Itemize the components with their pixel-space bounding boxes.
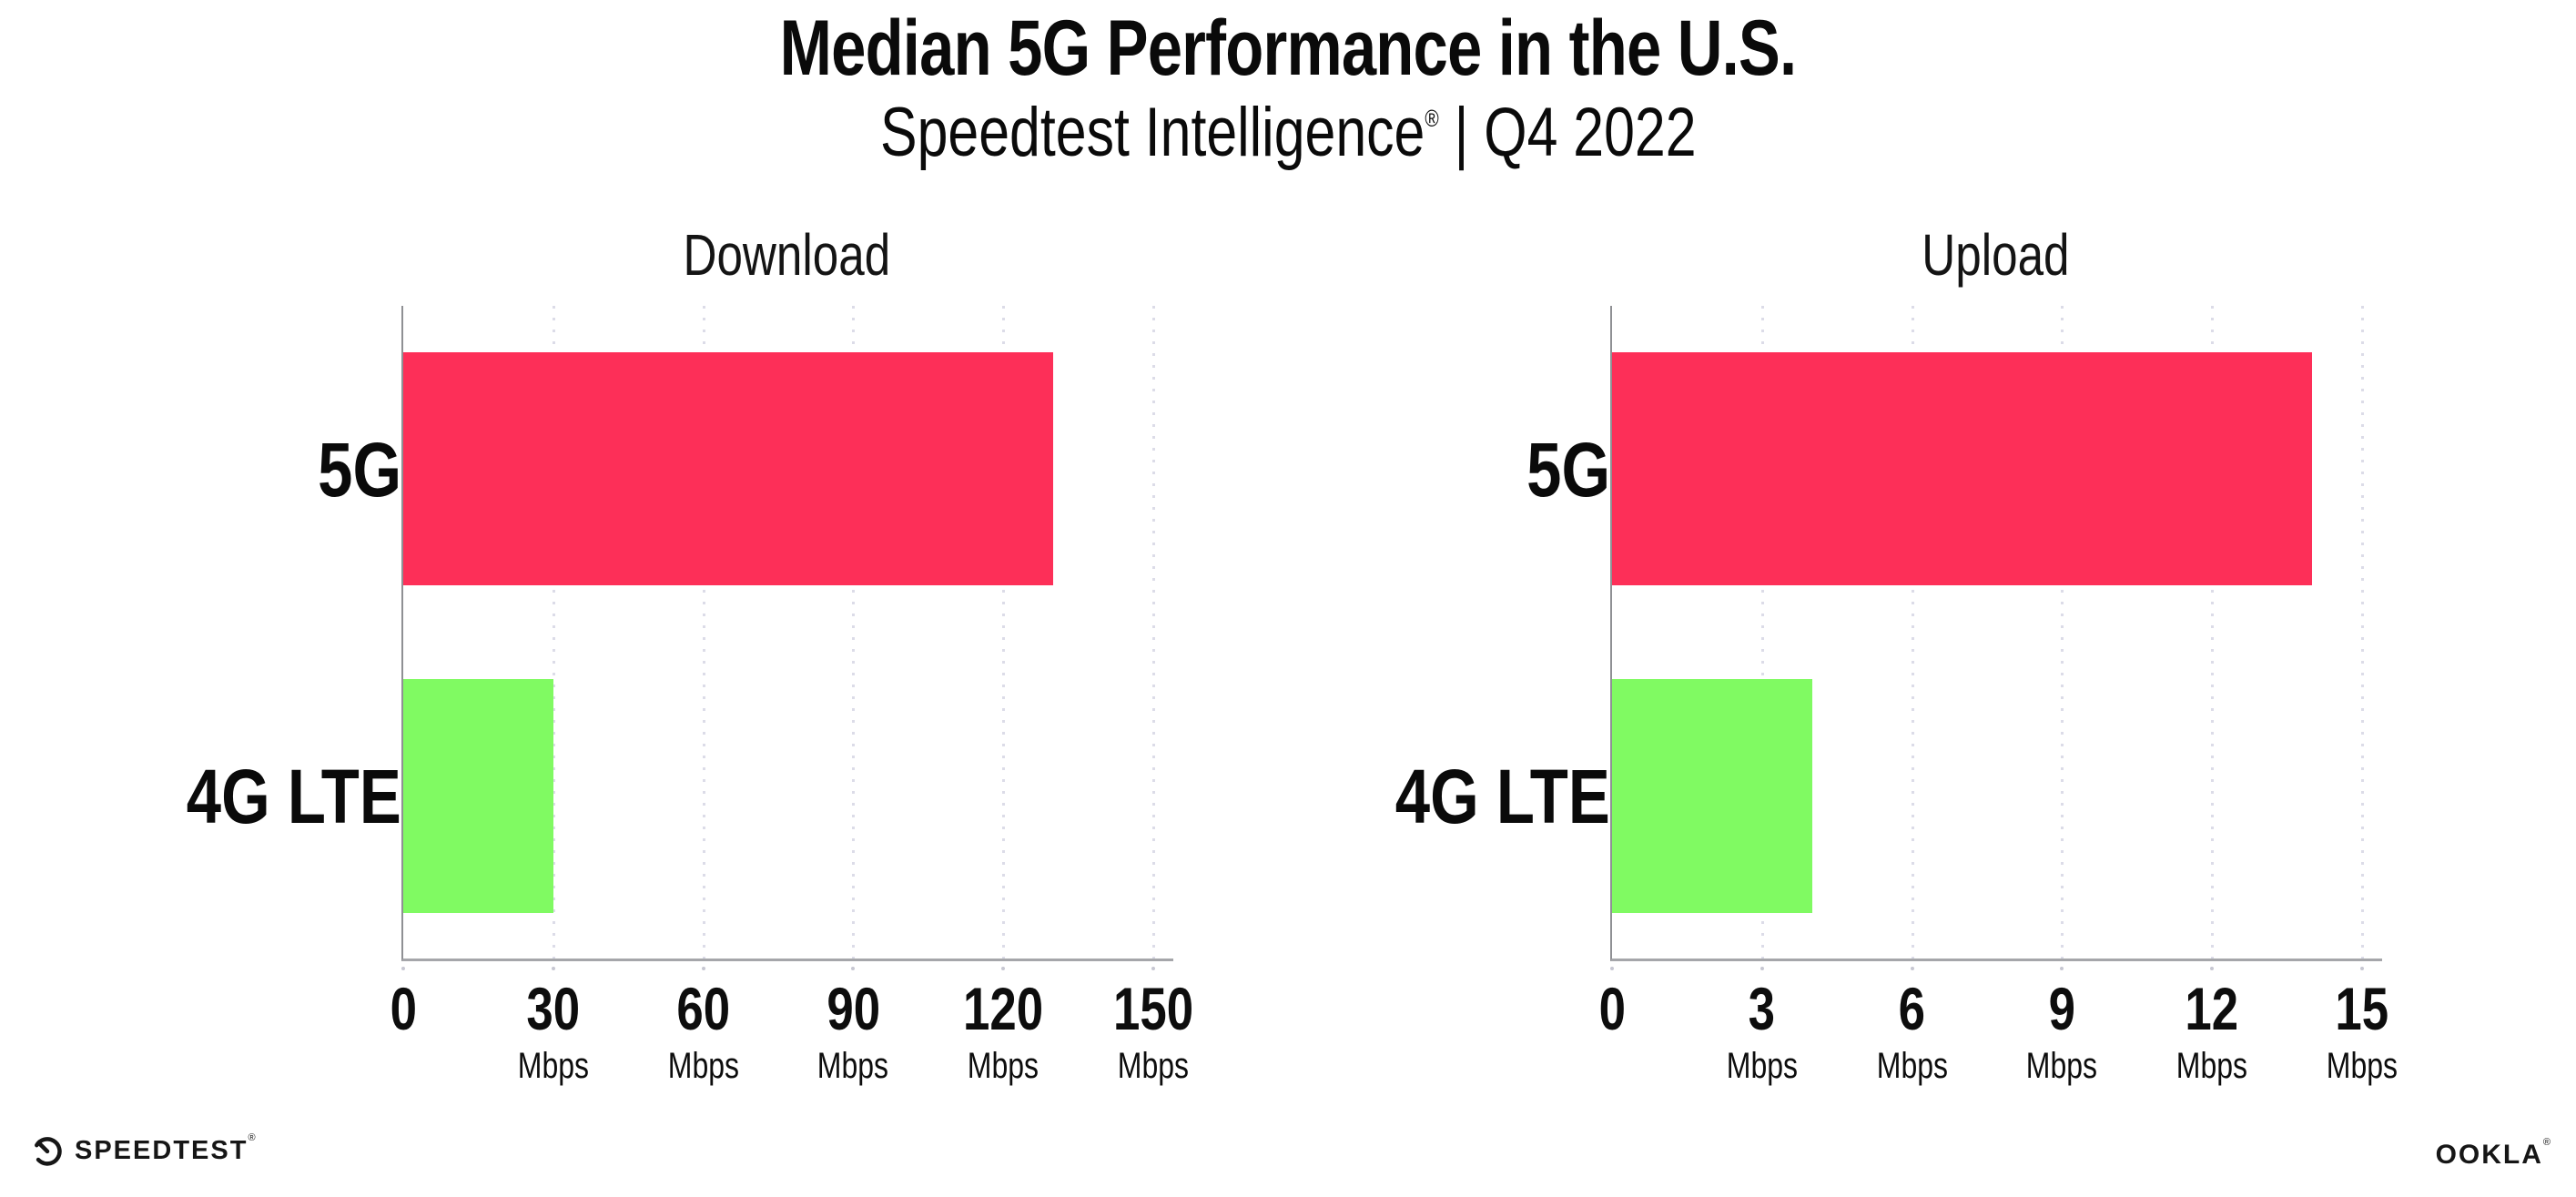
- speedtest-wordmark: SPEEDTEST®: [75, 1132, 256, 1166]
- gridline: [2211, 306, 2215, 959]
- download-scale: 0 30 Mbps 60 Mbps 90 Mbps 120 Mbps 150 M…: [390, 306, 1193, 1084]
- download-bar-5g: [403, 352, 1054, 585]
- tick-unit: Mbps: [817, 1046, 889, 1086]
- axis-tick-dot: [701, 967, 705, 970]
- x-tick-label: 9 Mbps: [1943, 979, 2180, 1084]
- category-label-text: 5G: [318, 427, 401, 512]
- x-tick-label: 0: [285, 979, 522, 1039]
- upload-chart-title-text: Upload: [1921, 222, 2070, 288]
- ookla-wordmark-text: OOKLA: [2435, 1140, 2543, 1170]
- upload-scale: 0 3 Mbps 6 Mbps 9 Mbps 12 Mbps 15 Mbps: [1598, 306, 2398, 1084]
- ookla-logo: OOKLA®: [2435, 1137, 2551, 1171]
- axis-tick-dot: [551, 967, 555, 970]
- category-label-text: 5G: [1526, 427, 1610, 512]
- upload-plot-area: 0 3 Mbps 6 Mbps 9 Mbps 12 Mbps 15 Mbps: [1598, 306, 2398, 1084]
- download-plot-area: 0 30 Mbps 60 Mbps 90 Mbps 120 Mbps 150 M…: [390, 306, 1193, 1084]
- tick-value: 12: [2185, 975, 2239, 1042]
- page-title: Median 5G Performance in the U.S.: [0, 9, 2576, 87]
- page-title-text: Median 5G Performance in the U.S.: [779, 5, 1798, 92]
- tick-value: 30: [526, 975, 581, 1042]
- upload-chart-title: Upload: [1610, 222, 2380, 289]
- x-tick-label: 12 Mbps: [2094, 979, 2330, 1084]
- tick-unit: Mbps: [517, 1046, 589, 1086]
- gridline: [1152, 306, 1155, 959]
- subtitle-product: Speedtest Intelligence: [879, 94, 1425, 171]
- tick-unit: Mbps: [2176, 1046, 2248, 1086]
- tick-value: 120: [963, 975, 1044, 1042]
- page-subtitle-text: Speedtest Intelligence® | Q4 2022: [880, 95, 1696, 171]
- tick-unit: Mbps: [1117, 1046, 1190, 1086]
- category-label-text: 4G LTE: [1394, 754, 1610, 839]
- registered-mark: ®: [248, 1131, 256, 1143]
- x-tick-label: 90 Mbps: [735, 979, 971, 1084]
- download-category-label-4g-lte: 4G LTE: [34, 758, 401, 835]
- axis-tick-dot: [2210, 967, 2215, 970]
- gridline: [1002, 306, 1006, 959]
- tick-value: 60: [676, 975, 730, 1042]
- x-tick-label: 3 Mbps: [1644, 979, 1881, 1084]
- gridline: [2061, 306, 2064, 959]
- registered-mark: ®: [2542, 1137, 2551, 1148]
- axis-tick-dot: [1151, 967, 1155, 970]
- upload-category-label-5g: 5G: [1242, 431, 1610, 508]
- tick-unit: Mbps: [2026, 1046, 2098, 1086]
- gridline: [1911, 306, 1914, 959]
- x-tick-label: 0: [1494, 979, 1730, 1039]
- axis-tick-dot: [1001, 967, 1006, 970]
- download-category-label-5g: 5G: [34, 431, 401, 508]
- x-tick-label: 6 Mbps: [1794, 979, 2031, 1084]
- tick-unit: Mbps: [1726, 1046, 1798, 1086]
- tick-unit: Mbps: [667, 1046, 739, 1086]
- upload-bar-4g-lte: [1612, 679, 1812, 913]
- gridline: [702, 306, 705, 959]
- gridline: [552, 306, 555, 959]
- tick-value: 0: [1598, 975, 1626, 1042]
- page-subtitle: Speedtest Intelligence® | Q4 2022: [0, 95, 2576, 171]
- x-tick-label: 120 Mbps: [885, 979, 1121, 1084]
- registered-mark: ®: [1425, 104, 1439, 132]
- download-chart-title-text: Download: [683, 222, 890, 288]
- gridline: [852, 306, 856, 959]
- speedtest-logo: SPEEDTEST®: [31, 1132, 256, 1167]
- x-tick-label: 30 Mbps: [435, 979, 672, 1084]
- axis-tick-dot: [2360, 967, 2364, 970]
- tick-value: 150: [1112, 975, 1194, 1042]
- tick-value: 3: [1749, 975, 1776, 1042]
- tick-value: 15: [2335, 975, 2389, 1042]
- subtitle-period: | Q4 2022: [1438, 94, 1697, 171]
- x-tick-label: 60 Mbps: [585, 979, 822, 1084]
- axis-tick-dot: [1610, 967, 1614, 970]
- speedtest-gauge-icon: [31, 1134, 64, 1167]
- gridline: [2361, 306, 2364, 959]
- tick-value: 90: [827, 975, 880, 1042]
- tick-value: 9: [2048, 975, 2076, 1042]
- gridline: [1760, 306, 1764, 959]
- speedtest-wordmark-text: SPEEDTEST: [75, 1135, 248, 1165]
- x-tick-label: 15 Mbps: [2244, 979, 2480, 1084]
- tick-unit: Mbps: [968, 1046, 1040, 1086]
- tick-unit: Mbps: [2326, 1046, 2399, 1086]
- axis-tick-dot: [851, 967, 856, 970]
- tick-unit: Mbps: [1876, 1046, 1948, 1086]
- category-label-text: 4G LTE: [186, 754, 401, 839]
- upload-category-label-4g-lte: 4G LTE: [1242, 758, 1610, 835]
- tick-value: 6: [1898, 975, 1926, 1042]
- axis-tick-dot: [401, 967, 405, 970]
- upload-bar-5g: [1612, 352, 2313, 585]
- tick-value: 0: [390, 975, 417, 1042]
- download-chart-title: Download: [401, 222, 1171, 289]
- axis-tick-dot: [2060, 967, 2064, 970]
- axis-tick-dot: [1760, 967, 1764, 970]
- axis-tick-dot: [1910, 967, 1914, 970]
- x-tick-label: 150 Mbps: [1035, 979, 1272, 1084]
- download-bar-4g-lte: [403, 679, 553, 913]
